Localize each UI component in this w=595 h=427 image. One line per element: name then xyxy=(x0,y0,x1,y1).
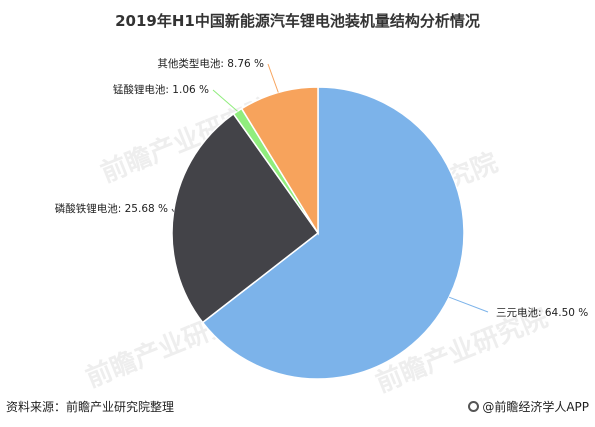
label-connector-1 xyxy=(448,296,489,313)
brand-name: @前瞻经济学人APP xyxy=(482,400,589,414)
brand-credit: @前瞻经济学人APP xyxy=(468,398,589,415)
data-label-3: 锰酸锂电池: 1.06 % xyxy=(113,83,209,96)
source-note: 资料来源：前瞻产业研究院整理 xyxy=(6,400,175,414)
pie-slice-4 xyxy=(240,86,319,236)
data-label-4: 其他类型电池: 8.76 % xyxy=(157,57,264,70)
data-labels: 三元电池: 64.50 % 磷酸铁锂电池: 25.68 % 锰酸锂电池: 1.06 … xyxy=(55,57,589,319)
label-connector-4 xyxy=(267,63,279,93)
pie-slices xyxy=(171,86,465,380)
label-connector-3 xyxy=(212,89,238,112)
pie-slice-1 xyxy=(201,86,465,380)
chart-title: 2019年H1中国新能源汽车锂电池装机量结构分析情况 xyxy=(115,12,480,30)
label-connectors xyxy=(171,63,489,313)
footer: 资料来源：前瞻产业研究院整理 @前瞻经济学人APP xyxy=(6,398,589,418)
data-label-2: 磷酸铁锂电池: 25.68 % xyxy=(55,202,168,215)
brand-logo-icon xyxy=(468,401,480,412)
label-connector-2 xyxy=(171,208,175,212)
data-label-1: 三元电池: 64.50 % xyxy=(496,306,588,319)
